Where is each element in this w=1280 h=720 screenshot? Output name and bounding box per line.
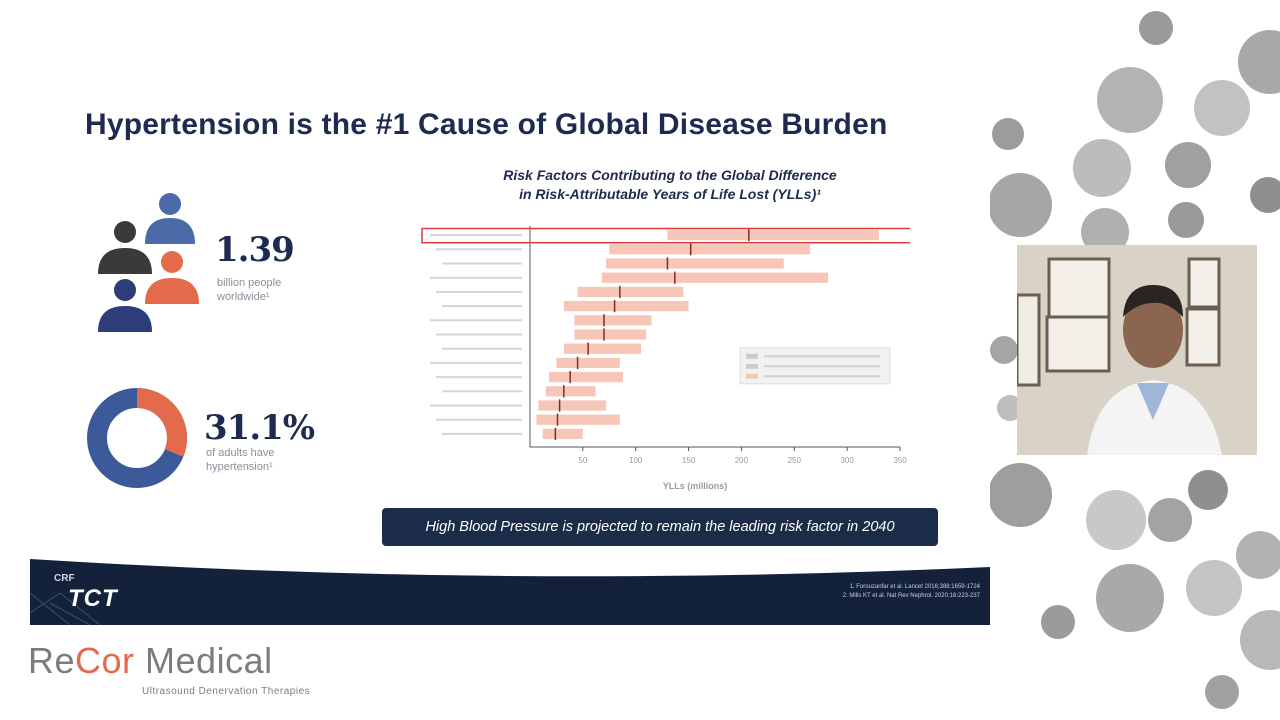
presenter-video xyxy=(1017,245,1257,455)
footer: CRF TCT 1. Forouzanfar et al. Lancet 201… xyxy=(30,553,990,625)
bar xyxy=(563,301,689,312)
bar xyxy=(574,315,652,326)
bar xyxy=(667,230,879,241)
risk-factor-bar-chart: 50 100 150 200 250 300 350 YLLs (millions) xyxy=(421,226,910,491)
legend-swatch xyxy=(746,353,758,359)
bar xyxy=(545,386,596,397)
stat-people-label-line1: billion people xyxy=(217,277,282,289)
donut-slice xyxy=(87,388,187,488)
reference-1: 1. Forouzanfar et al. Lancet 2016;388:16… xyxy=(849,584,980,590)
x-tick-label: 200 xyxy=(735,456,749,465)
stat-adults-label: of adults have hypertension¹ xyxy=(206,446,316,474)
people-icon xyxy=(98,193,199,332)
stat-adults-label-line1: of adults have xyxy=(206,447,275,459)
brand-tagline: Ultrasound Denervation Therapies xyxy=(142,686,311,697)
x-tick-label: 300 xyxy=(840,456,854,465)
bar xyxy=(556,357,620,368)
reference-2: 2. Mills KT et al. Nat Rev Nephrol. 2020… xyxy=(842,593,980,599)
bar xyxy=(574,329,647,340)
x-tick-label: 250 xyxy=(788,456,802,465)
recor-logo: ReCor Medical xyxy=(28,640,273,682)
stat-adults-label-line2: hypertension¹ xyxy=(206,461,273,473)
slide: Hypertension is the #1 Cause of Global D… xyxy=(30,80,990,625)
bar xyxy=(609,244,811,255)
hypertension-donut xyxy=(87,388,187,488)
brand-name-part2: Cor xyxy=(75,640,135,681)
chart-title: Risk Factors Contributing to the Global … xyxy=(470,166,870,204)
tct-logo: TCT xyxy=(68,585,118,612)
bar xyxy=(542,428,583,439)
legend-swatch xyxy=(746,373,758,379)
x-tick-label: 100 xyxy=(629,456,643,465)
bar xyxy=(549,372,624,383)
stat-people-label: billion people worldwide¹ xyxy=(217,276,327,304)
footer-wave xyxy=(30,553,990,625)
stat-people-value: 1.39 xyxy=(215,230,295,270)
presenter-image xyxy=(1017,245,1257,455)
bar xyxy=(536,414,620,425)
chart-title-line2: in Risk-Attributable Years of Life Lost … xyxy=(519,186,821,202)
bar xyxy=(601,272,829,283)
brand-name-part1: Re xyxy=(28,640,76,681)
bar xyxy=(606,258,784,269)
references: 1. Forouzanfar et al. Lancet 2016;388:16… xyxy=(780,583,980,601)
slide-title: Hypertension is the #1 Cause of Global D… xyxy=(85,108,888,141)
x-tick-label: 350 xyxy=(893,456,907,465)
chart: 50 100 150 200 250 300 350 YLLs (millions) xyxy=(390,220,910,500)
x-tick-label: 50 xyxy=(578,456,587,465)
bar xyxy=(577,286,684,297)
brand-name-part3: Medical xyxy=(134,640,273,681)
crf-logo: CRF xyxy=(54,573,75,584)
highlight-box xyxy=(421,227,910,244)
chart-title-line1: Risk Factors Contributing to the Global … xyxy=(503,167,837,183)
banner: High Blood Pressure is projected to rema… xyxy=(382,508,938,546)
bar xyxy=(563,343,641,354)
x-axis-label: YLLs (millions) xyxy=(663,481,728,491)
decorative-circles xyxy=(990,11,1280,709)
legend-swatch xyxy=(746,363,758,369)
bar xyxy=(538,400,607,411)
stat-people-label-line2: worldwide¹ xyxy=(217,291,270,303)
x-tick-label: 150 xyxy=(682,456,696,465)
stat-adults-value: 31.1% xyxy=(204,408,315,448)
